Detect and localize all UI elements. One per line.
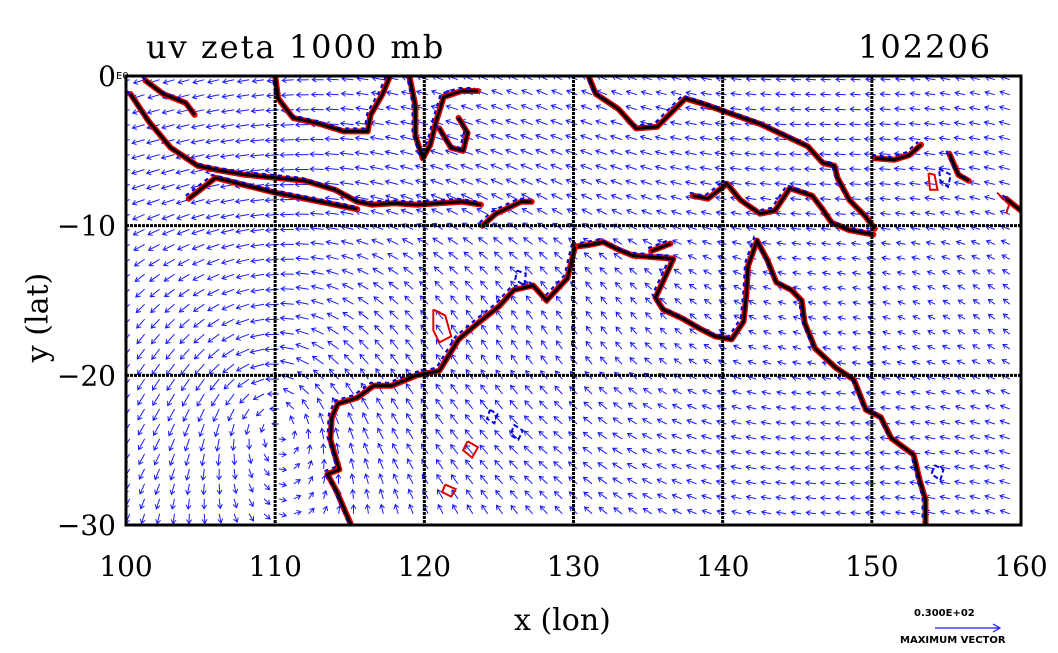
coastal-vorticity-band-negative — [585, 76, 873, 227]
coastlines — [126, 76, 1021, 525]
negative-vorticity-contour — [485, 408, 499, 425]
y-tick-label: −30 — [57, 509, 116, 542]
y-axis-label: y (lat) — [20, 272, 56, 363]
reference-vector — [935, 623, 1002, 633]
coastline — [144, 79, 196, 116]
coastal-vorticity-band-negative — [871, 141, 919, 158]
positive-vorticity-contour — [432, 308, 453, 344]
coastline — [650, 242, 672, 253]
x-tick-label: 100 — [99, 550, 152, 583]
coastal-vorticity-band-negative — [405, 76, 475, 158]
y-tick-label: −20 — [57, 359, 116, 392]
plot-frame — [124, 74, 1023, 527]
axis-tick-labels: 100 110 120 130 140 150 160 0 −10 −20 −30 — [57, 60, 1048, 583]
x-tick-label: 140 — [696, 550, 749, 583]
coastal-vorticity-band-negative — [478, 197, 529, 224]
coastal-vorticity-band — [479, 198, 535, 229]
negative-vorticity-contour — [509, 423, 525, 442]
grid-lines — [126, 76, 1021, 525]
y-tick-label: 0 — [98, 60, 116, 93]
corner-label: E0 — [116, 71, 129, 82]
negative-vorticity-contour — [930, 464, 945, 482]
coastline — [1005, 197, 1021, 212]
x-tick-label: 160 — [994, 550, 1047, 583]
coastline — [325, 246, 577, 525]
reference-vector-magnitude: 0.300E+02 — [914, 608, 975, 619]
coastline — [438, 117, 470, 153]
coastline — [948, 153, 970, 183]
negative-vorticity-contour — [938, 167, 953, 189]
chart-date-code: 102206 — [858, 28, 993, 66]
coastline — [407, 76, 478, 160]
coastline — [481, 200, 532, 227]
coastline — [273, 76, 392, 133]
coastal-vorticity-band-negative — [271, 76, 387, 130]
x-tick-label: 130 — [547, 550, 600, 583]
x-axis-label: x (lon) — [514, 603, 611, 638]
negative-vorticity-contour — [514, 269, 527, 288]
coastline — [587, 76, 876, 230]
wind-vector-field — [126, 76, 1011, 525]
reference-vector-caption: MAXIMUM VECTOR — [900, 635, 1006, 646]
coastline — [129, 93, 482, 207]
x-tick-label: 110 — [248, 550, 301, 583]
chart-title: uv zeta 1000 mb — [146, 28, 446, 66]
x-tick-label: 150 — [845, 550, 898, 583]
coastline — [874, 143, 923, 162]
coastline — [574, 239, 927, 525]
wind-vectors — [126, 76, 1011, 525]
positive-vorticity-contour — [440, 483, 458, 498]
positive-vorticity-contour — [461, 440, 480, 460]
coastal-vorticity-band-negative — [647, 239, 668, 250]
positive-vorticity-contour — [927, 172, 939, 191]
coastal-vorticity-band-negative — [322, 243, 573, 523]
reference-vector-arrow — [935, 623, 1002, 633]
y-tick-label: −10 — [57, 210, 116, 243]
x-tick-label: 120 — [398, 550, 451, 583]
coastal-vorticity-band-negative — [185, 173, 355, 208]
